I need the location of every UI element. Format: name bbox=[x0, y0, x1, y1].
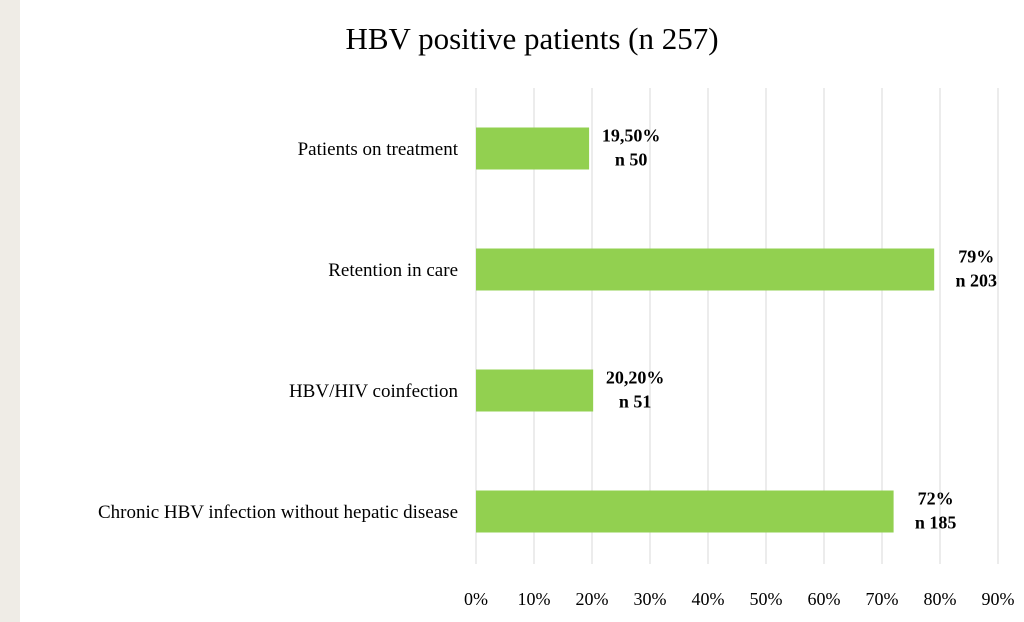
x-tick-label: 50% bbox=[750, 589, 783, 609]
chart-title: HBV positive patients (n 257) bbox=[345, 21, 718, 56]
y-tick-label: Chronic HBV infection without hepatic di… bbox=[98, 502, 458, 523]
count-label: n 185 bbox=[915, 513, 957, 533]
bar bbox=[476, 127, 590, 170]
x-tick-label: 80% bbox=[924, 589, 957, 609]
bar bbox=[476, 248, 935, 291]
data-label: 19,50% bbox=[602, 126, 661, 146]
x-tick-label: 20% bbox=[576, 589, 609, 609]
bar bbox=[476, 369, 594, 412]
x-tick-label: 10% bbox=[518, 589, 551, 609]
data-label: 72% bbox=[918, 489, 954, 509]
y-tick-label: HBV/HIV coinfection bbox=[289, 381, 459, 402]
y-tick-label: Retention in care bbox=[328, 260, 458, 281]
x-tick-label: 30% bbox=[634, 589, 667, 609]
x-tick-label: 90% bbox=[982, 589, 1015, 609]
count-label: n 51 bbox=[619, 392, 652, 412]
bar bbox=[476, 490, 894, 533]
data-label: 20,20% bbox=[606, 368, 665, 388]
x-tick-label: 70% bbox=[866, 589, 899, 609]
y-tick-label: Patients on treatment bbox=[298, 139, 459, 160]
count-label: n 203 bbox=[955, 271, 997, 291]
x-tick-label: 40% bbox=[692, 589, 725, 609]
x-tick-label: 0% bbox=[464, 589, 488, 609]
x-tick-label: 60% bbox=[808, 589, 841, 609]
count-label: n 50 bbox=[615, 150, 648, 170]
data-label: 79% bbox=[958, 247, 994, 267]
